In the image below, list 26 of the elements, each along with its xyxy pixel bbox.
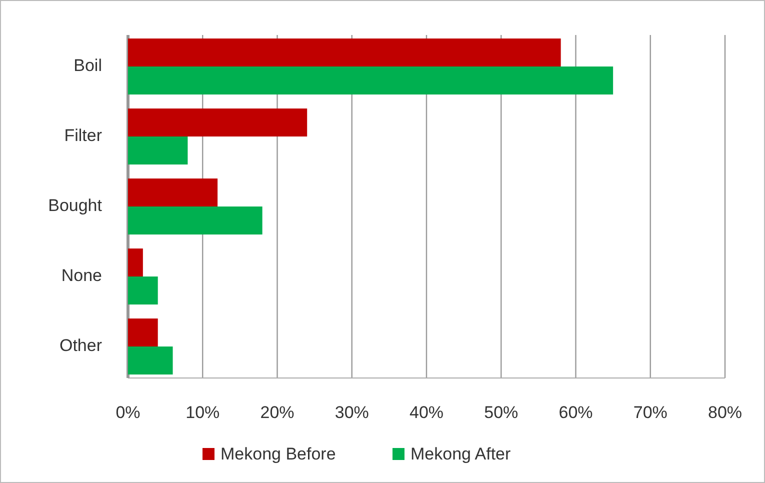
bar: [128, 318, 158, 346]
x-tick-label: 40%: [409, 403, 444, 422]
bar: [128, 346, 173, 374]
x-tick-label: 80%: [708, 403, 742, 422]
bar: [128, 248, 143, 276]
legend-label: Mekong After: [410, 444, 512, 464]
legend-label: Mekong Before: [220, 444, 336, 464]
y-tick-label: Boil: [74, 56, 102, 75]
x-tick-label: 20%: [260, 403, 294, 422]
bar: [128, 136, 188, 164]
x-tick-label: 10%: [186, 403, 220, 422]
bar: [128, 38, 561, 66]
y-tick-label: Bought: [48, 196, 102, 215]
x-tick-label: 70%: [633, 403, 668, 422]
bar: [128, 108, 308, 136]
bar: [128, 66, 614, 94]
bar: [128, 206, 262, 234]
y-tick-label: Filter: [64, 126, 102, 145]
bar: [128, 178, 218, 206]
x-tick-label: 60%: [558, 403, 593, 422]
x-tick-label: 50%: [484, 403, 518, 422]
y-tick-label: Other: [59, 336, 102, 355]
bar: [128, 276, 158, 304]
x-tick-label: 0%: [116, 403, 140, 422]
x-tick-label: 30%: [334, 403, 369, 422]
y-tick-label: None: [61, 266, 102, 285]
